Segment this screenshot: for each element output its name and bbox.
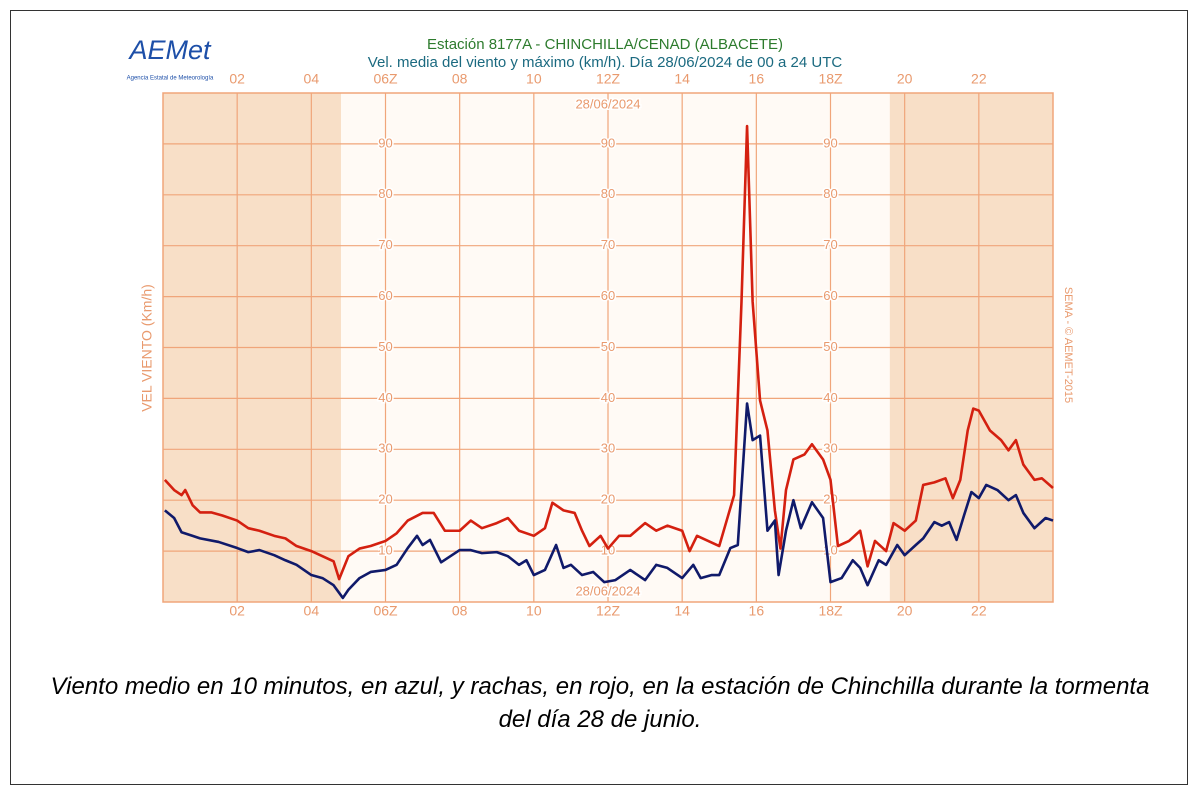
y-tick-label: 80 (378, 186, 392, 201)
plot-border (162, 92, 1054, 603)
x-tick-label: 16 (749, 603, 765, 619)
y-tick-label: 30 (823, 441, 837, 456)
logo-agency: Agencia Estatal de Meteorología (127, 76, 214, 82)
y-tick-label: 50 (601, 339, 615, 354)
x-tick-label: 22 (971, 71, 987, 87)
x-tick-label: 06Z (373, 603, 398, 619)
x-tick-label: 10 (526, 603, 542, 619)
y-tick-label: 60 (823, 288, 837, 303)
chart-subtitle: Vel. media del viento y máximo (km/h). D… (368, 54, 843, 71)
y-tick-label: 90 (823, 135, 837, 150)
series-line (164, 402, 1054, 600)
credit: SEMA - © AEMET-2015 (1062, 287, 1074, 403)
y-tick-label: 60 (601, 288, 615, 303)
y-tick-label: 60 (378, 288, 392, 303)
y-tick-label: 10 (378, 543, 392, 558)
y-tick-label: 20 (823, 492, 837, 507)
date-label: 28/06/2024 (575, 96, 640, 111)
date-label: 28/06/2024 (575, 583, 640, 598)
y-tick-label: 20 (378, 492, 392, 507)
y-tick-label: 10 (601, 543, 615, 558)
x-tick-label: 04 (304, 71, 320, 87)
y-tick-label: 90 (601, 135, 615, 150)
frame (10, 10, 1188, 785)
y-tick-label: 50 (378, 339, 392, 354)
x-tick-label: 08 (452, 603, 468, 619)
x-tick-label: 10 (526, 71, 542, 87)
x-tick-label: 20 (897, 71, 913, 87)
y-tick-label: 70 (601, 237, 615, 252)
y-tick-label: 70 (378, 237, 392, 252)
y-tick-label: 40 (823, 390, 837, 405)
y-tick-label: 40 (378, 390, 392, 405)
x-tick-label: 06Z (373, 71, 398, 87)
chart-title: Estación 8177A - CHINCHILLA/CENAD (ALBAC… (427, 36, 783, 53)
y-tick-label: 50 (823, 339, 837, 354)
y-tick-label: 20 (601, 492, 615, 507)
x-tick-label: 02 (229, 71, 245, 87)
y-tick-label: 30 (601, 441, 615, 456)
x-tick-label: 14 (674, 603, 690, 619)
series-line (163, 124, 1054, 581)
x-tick-label: 14 (674, 71, 690, 87)
x-tick-label: 16 (749, 71, 765, 87)
x-tick-label: 04 (304, 603, 320, 619)
x-tick-label: 20 (897, 603, 913, 619)
y-tick-label: 80 (601, 186, 615, 201)
x-tick-label: 08 (452, 71, 468, 87)
y-axis-label: VEL VIENTO (Km/h) (139, 284, 155, 412)
x-tick-label: 18Z (818, 603, 843, 619)
x-tick-label: 12Z (596, 603, 621, 619)
y-tick-label: 40 (601, 390, 615, 405)
x-tick-label: 22 (971, 603, 987, 619)
chart: AEMet Agencia Estatal de Meteorología Es… (127, 35, 1074, 619)
caption: Viento medio en 10 minutos, en azul, y r… (50, 673, 1150, 733)
y-tick-label: 70 (823, 237, 837, 252)
logo: AEMet (127, 35, 212, 65)
x-tick-label: 12Z (596, 71, 621, 87)
y-tick-label: 30 (378, 441, 392, 456)
y-tick-label: 90 (378, 135, 392, 150)
x-tick-label: 18Z (818, 71, 843, 87)
y-tick-label: 80 (823, 186, 837, 201)
x-tick-label: 02 (229, 603, 245, 619)
